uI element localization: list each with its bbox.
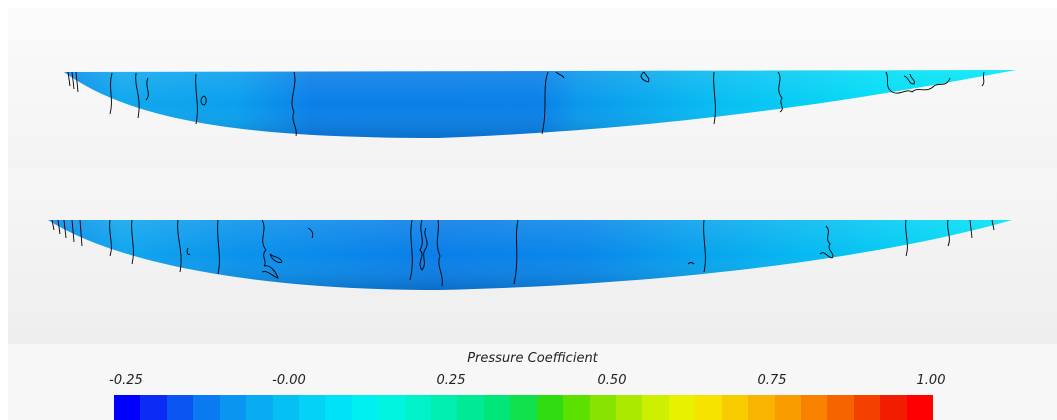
color-bar-swatch — [668, 395, 696, 420]
lower-airfoil-contour — [48, 219, 1012, 290]
color-bar-swatch — [298, 395, 326, 420]
color-bar-swatch — [774, 395, 801, 420]
legend-tick-label: 0.25 — [436, 373, 466, 388]
color-bar-swatch — [404, 395, 432, 420]
color-bar-swatch — [906, 395, 934, 420]
color-bar-swatch — [563, 395, 590, 420]
color-bar — [114, 395, 934, 420]
legend-tick-label: 1.00 — [916, 373, 946, 388]
color-bar-swatch — [140, 395, 167, 420]
color-bar-swatch — [536, 395, 564, 420]
legend-tick-label: 0.50 — [597, 373, 627, 388]
color-bar-swatch — [616, 395, 643, 420]
color-bar-swatch — [431, 395, 458, 420]
color-bar-swatch — [114, 395, 141, 420]
color-bar-swatch — [748, 395, 775, 420]
upper-airfoil-contour — [64, 70, 1016, 138]
color-bar-swatch — [800, 395, 828, 420]
color-bar-swatch — [642, 395, 669, 420]
color-bar-swatch — [325, 395, 352, 420]
color-bar-swatch — [378, 395, 405, 420]
color-bar-swatch — [853, 395, 881, 420]
legend-tick-label: -0.00 — [272, 373, 306, 388]
color-bar-swatch — [880, 395, 907, 420]
color-bar-swatch — [351, 395, 379, 420]
color-bar-swatch — [272, 395, 299, 420]
color-bar-swatch — [219, 395, 247, 420]
color-bar-swatch — [827, 395, 854, 420]
color-bar-swatch — [695, 395, 722, 420]
color-legend: Pressure Coefficient -0.25 -0.00 0.25 0.… — [8, 344, 1057, 420]
color-bar-swatch — [246, 395, 273, 420]
upper-surface-view — [8, 8, 1057, 168]
lower-surface-view — [8, 168, 1057, 344]
color-bar-swatch — [510, 395, 537, 420]
legend-tick-label: -0.25 — [109, 373, 143, 388]
legend-title: Pressure Coefficient — [467, 351, 598, 366]
color-bar-swatch — [457, 395, 484, 420]
color-bar-swatch — [193, 395, 220, 420]
color-bar-swatch — [721, 395, 749, 420]
color-bar-swatch — [483, 395, 511, 420]
legend-tick-label: 0.75 — [757, 373, 787, 388]
color-bar-swatch — [589, 395, 617, 420]
color-bar-swatch — [166, 395, 194, 420]
